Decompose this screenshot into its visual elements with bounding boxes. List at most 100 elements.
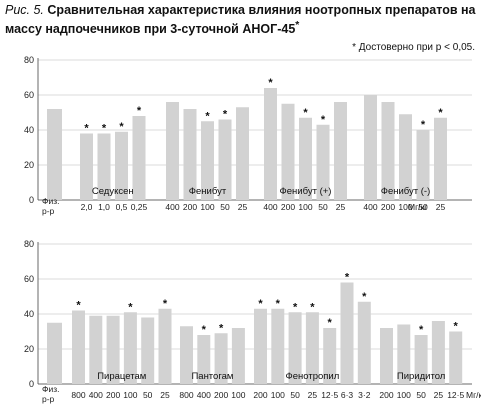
unit-label-1: Мг/кг [466, 390, 481, 400]
significance-star-0-1-2: * [205, 110, 210, 122]
bar-0-2-2 [299, 117, 312, 200]
dose-label-1-2-6: 3·2 [358, 390, 371, 400]
dose-label-0-0-3: 0,25 [131, 202, 148, 212]
bar-1-0-3 [123, 312, 137, 384]
bar-1-0-2 [106, 315, 120, 384]
y-tick-label-0-4: 80 [24, 55, 34, 65]
dose-label-0-2-4: 25 [336, 202, 346, 212]
dose-label-1-2-2: 50 [290, 390, 300, 400]
dose-label-0-0-0: 2,0 [81, 202, 93, 212]
group-label-0-1: Фенибут [189, 186, 227, 197]
dose-label-1-3-4: 12·5 [447, 390, 464, 400]
significance-star-0-0-1: * [102, 123, 107, 135]
significance-star-1-0-5: * [163, 298, 168, 310]
control-label-2-0: р-р [42, 206, 55, 216]
control-bar-1 [47, 322, 62, 384]
dose-label-1-3-3: 25 [434, 390, 444, 400]
bar-1-2-3 [305, 312, 319, 384]
bar-0-1-0 [166, 102, 179, 200]
bar-0-2-4 [334, 102, 347, 200]
significance-star-0-1-3: * [223, 109, 228, 121]
bar-0-1-4 [236, 107, 249, 200]
group-label-1-2: Фенотропил [286, 371, 340, 382]
dose-label-0-2-2: 100 [298, 202, 312, 212]
dose-label-1-1-0: 800 [179, 390, 193, 400]
significance-star-0-3-4: * [438, 107, 443, 119]
control-label-0: Физ. [42, 196, 59, 206]
y-tick-label-1-4: 80 [24, 239, 34, 249]
figure-title: Сравнительная характеристика влияния ноо… [5, 3, 476, 37]
bar-1-0-1 [89, 315, 103, 384]
dose-label-1-3-1: 100 [397, 390, 411, 400]
y-tick-label-1-0: 0 [29, 379, 34, 389]
significance-star-1-2-1: * [276, 298, 281, 310]
bar-1-0-5 [158, 308, 172, 384]
dose-label-1-1-2: 200 [214, 390, 228, 400]
significance-star-1-2-6: * [362, 291, 367, 303]
y-tick-label-1-2: 40 [24, 309, 34, 319]
significance-star-1-2-3: * [310, 301, 315, 313]
y-tick-label-1-1: 20 [24, 344, 34, 354]
bar-1-2-6 [357, 301, 371, 384]
y-tick-label-0-2: 40 [24, 125, 34, 135]
bar-0-3-2 [399, 114, 412, 200]
bar-1-3-0 [380, 328, 393, 384]
group-label-0-3: Фенибут (-) [381, 186, 431, 197]
dose-label-1-0-5: 25 [160, 390, 170, 400]
bar-0-3-3 [416, 130, 430, 200]
control-bar-0 [47, 109, 62, 200]
y-tick-label-1-3: 60 [24, 274, 34, 284]
dose-label-0-1-3: 50 [220, 202, 230, 212]
bar-0-1-3 [218, 119, 232, 200]
significance-star-0-0-2: * [119, 121, 124, 133]
significance-note: * Достоверно при p < 0,05. [352, 42, 475, 53]
bar-1-2-0 [254, 308, 267, 384]
figure-caption: Рис. 5. Сравнительная характеристика вли… [5, 3, 476, 37]
group-label-1-1: Пантогам [191, 371, 233, 382]
dose-label-1-0-4: 50 [143, 390, 153, 400]
dose-label-0-2-1: 200 [281, 202, 295, 212]
significance-star-0-0-0: * [84, 123, 89, 135]
bar-0-1-1 [183, 109, 197, 200]
bar-0-0-1 [97, 133, 111, 200]
dose-label-0-2-3: 50 [318, 202, 328, 212]
dose-label-1-3-0: 200 [379, 390, 393, 400]
dose-label-0-0-1: 1,0 [98, 202, 110, 212]
significance-star-1-3-4: * [454, 321, 459, 333]
bar-1-1-3 [231, 328, 245, 384]
bar-0-3-4 [434, 117, 447, 200]
dose-label-1-0-3: 100 [123, 390, 137, 400]
significance-star-1-0-3: * [128, 301, 133, 313]
significance-star-0-2-3: * [321, 114, 326, 126]
dose-label-1-2-5: 6·3 [341, 390, 354, 400]
bar-1-3-3 [431, 321, 445, 384]
bar-0-1-2 [201, 121, 214, 200]
significance-star-0-3-3: * [421, 119, 426, 131]
y-tick-label-0-0: 0 [29, 195, 34, 205]
bar-1-0-4 [141, 317, 155, 384]
dose-label-0-3-1: 200 [381, 202, 395, 212]
bar-0-2-1 [281, 103, 295, 200]
bar-1-2-5 [340, 282, 354, 384]
dose-label-0-1-2: 100 [200, 202, 214, 212]
dose-label-1-0-1: 400 [89, 390, 103, 400]
significance-star-1-1-2: * [219, 322, 224, 334]
group-label-1-0: Пирацетам [97, 371, 146, 382]
control-label-2-1: р-р [42, 394, 55, 404]
bar-0-2-3 [316, 124, 330, 200]
significance-star-0-0-3: * [137, 105, 142, 117]
unit-label-0: Мг/кг [408, 202, 427, 212]
bar-1-3-4 [449, 331, 463, 384]
dose-label-0-3-3: 50 [418, 202, 428, 212]
bar-1-3-2 [414, 335, 428, 384]
dose-label-0-0-2: 0,5 [116, 202, 128, 212]
significance-star-0-2-2: * [303, 107, 308, 119]
dose-label-1-0-2: 200 [106, 390, 120, 400]
dose-label-0-3-2: 100 [398, 202, 412, 212]
dose-label-1-2-0: 200 [253, 390, 267, 400]
significance-star-1-2-4: * [328, 317, 333, 329]
bar-1-1-0 [180, 326, 193, 384]
dose-label-0-1-0: 400 [165, 202, 179, 212]
bar-1-1-1 [197, 335, 211, 384]
